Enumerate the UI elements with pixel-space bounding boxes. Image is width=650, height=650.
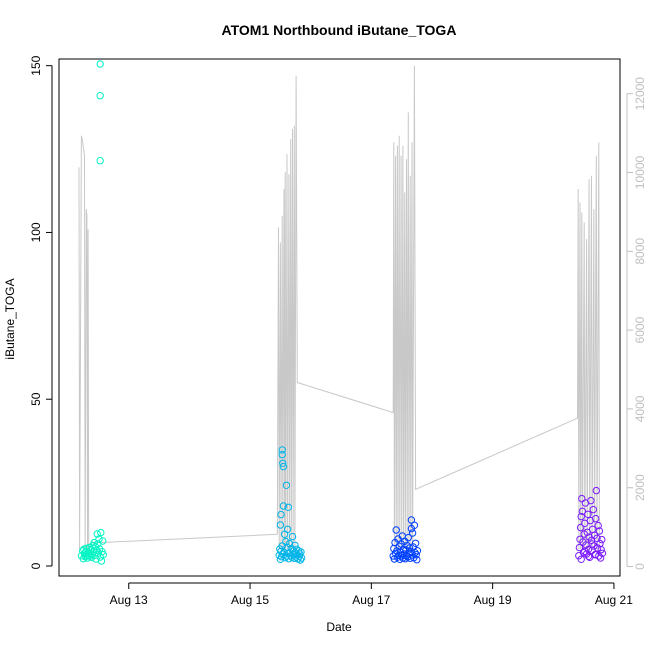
data-point — [93, 530, 101, 538]
plot-frame — [58, 58, 621, 577]
series-1 — [77, 60, 108, 565]
data-point — [408, 529, 417, 537]
y2-tick-label: 2000 — [633, 474, 647, 501]
x-axis-label: Date — [326, 620, 352, 634]
data-point — [99, 537, 107, 545]
data-point — [577, 512, 585, 521]
data-point — [411, 549, 419, 557]
data-point — [578, 507, 587, 515]
data-point — [91, 551, 99, 559]
data-point — [597, 545, 605, 554]
data-point — [288, 532, 297, 541]
data-point — [96, 92, 104, 100]
data-point — [91, 542, 100, 551]
x-tick-label: Aug 15 — [231, 593, 269, 607]
y2-tick-label: 12000 — [633, 77, 647, 111]
data-point — [90, 538, 98, 547]
x-tick-label: Aug 17 — [352, 593, 390, 607]
data-point — [412, 551, 420, 559]
data-point — [277, 510, 285, 519]
data-point — [596, 554, 605, 562]
data-point — [578, 494, 586, 503]
y2-tick-label: 6000 — [633, 316, 647, 343]
altitude-line — [78, 65, 600, 550]
data-point — [410, 521, 419, 529]
data-point — [413, 547, 422, 555]
data-point — [576, 523, 585, 532]
data-point — [413, 556, 421, 564]
data-point — [99, 551, 108, 559]
data-point — [96, 60, 104, 68]
axes-layer: 0 50 100 150 Aug 13 Aug 15 Aug 17 Aug 19 Aug 21 0… — [29, 55, 647, 607]
x-tick-label: Aug 19 — [474, 593, 512, 607]
data-point — [584, 552, 593, 560]
data-point — [279, 550, 287, 558]
data-point — [297, 554, 306, 562]
data-point — [278, 446, 286, 454]
data-point — [278, 450, 286, 459]
y2-tick-label: 8000 — [633, 238, 647, 265]
data-point — [279, 459, 287, 467]
data-point — [588, 540, 596, 548]
x-tick-label: Aug 21 — [595, 593, 633, 607]
data-point — [392, 526, 400, 534]
data-point — [589, 505, 597, 514]
data-point — [595, 527, 604, 535]
data-point — [575, 543, 584, 552]
data-point — [590, 542, 598, 550]
data-point — [598, 535, 606, 544]
data-point — [282, 537, 290, 546]
data-point — [296, 556, 305, 564]
data-point — [82, 544, 91, 552]
data-point — [279, 502, 288, 510]
data-point — [583, 528, 591, 536]
chart-title: ATOM1 Northbound iButane_TOGA — [222, 22, 457, 38]
data-point — [97, 557, 106, 565]
data-point — [592, 486, 600, 495]
data-point — [584, 545, 593, 553]
data-point — [592, 550, 600, 558]
data-point — [291, 541, 299, 549]
y-tick-label: 100 — [29, 222, 43, 242]
x-tick-label: Aug 13 — [110, 593, 148, 607]
y-tick-label: 150 — [29, 55, 43, 75]
y2-tick-label: 10000 — [633, 155, 647, 189]
data-point — [411, 539, 420, 547]
data-point — [594, 521, 602, 530]
data-point — [279, 462, 288, 471]
data-point — [96, 157, 104, 165]
data-point — [584, 510, 592, 518]
y2-tick-label: 4000 — [633, 395, 647, 422]
data-point — [405, 544, 414, 552]
data-point — [282, 481, 291, 489]
data-point — [97, 528, 105, 537]
data-point — [581, 547, 589, 555]
data-point — [404, 533, 412, 542]
data-point — [284, 503, 292, 511]
data-point — [94, 549, 103, 557]
series-3 — [389, 516, 422, 564]
data-point — [587, 496, 595, 505]
data-point — [577, 555, 585, 563]
series-2 — [275, 446, 306, 564]
data-point — [276, 521, 285, 529]
y-axis-label: iButane_TOGA — [3, 278, 17, 359]
data-point — [285, 539, 294, 548]
y-tick-label: 0 — [29, 562, 43, 569]
plot-layer — [77, 60, 607, 565]
y2-tick-label: 0 — [633, 563, 647, 570]
y-tick-label: 50 — [29, 392, 43, 406]
series-4 — [575, 486, 607, 563]
data-point — [592, 514, 600, 523]
data-point — [283, 525, 292, 533]
